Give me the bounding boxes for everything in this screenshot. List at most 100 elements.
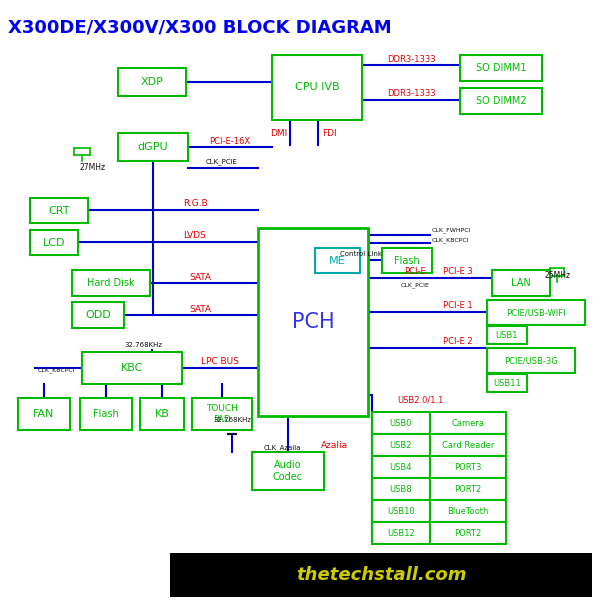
FancyBboxPatch shape [372, 456, 430, 478]
Text: ODD: ODD [85, 310, 111, 320]
FancyBboxPatch shape [372, 434, 430, 456]
FancyBboxPatch shape [252, 452, 324, 490]
Text: thetechstall.com: thetechstall.com [296, 566, 466, 584]
Text: SO DIMM1: SO DIMM1 [476, 63, 526, 73]
Text: PORT3: PORT3 [454, 463, 482, 472]
FancyBboxPatch shape [140, 398, 184, 430]
Text: Flash: Flash [93, 409, 119, 419]
Text: PORT2: PORT2 [454, 529, 482, 538]
Text: PCIE/USB-WIFI: PCIE/USB-WIFI [506, 308, 566, 317]
Text: LCD: LCD [43, 238, 65, 247]
FancyBboxPatch shape [430, 478, 506, 500]
Text: CLK_KBCPCI: CLK_KBCPCI [432, 237, 470, 243]
FancyBboxPatch shape [82, 352, 182, 384]
FancyBboxPatch shape [492, 270, 550, 296]
FancyBboxPatch shape [487, 348, 575, 373]
Text: PCH: PCH [292, 312, 334, 332]
Text: USB12: USB12 [387, 529, 415, 538]
FancyBboxPatch shape [118, 68, 186, 96]
Text: CRT: CRT [48, 205, 70, 215]
Text: Audio
Codec: Audio Codec [273, 460, 303, 482]
Text: CLK_Azalia: CLK_Azalia [263, 445, 301, 451]
Text: X300DE/X300V/X300 BLOCK DIAGRAM: X300DE/X300V/X300 BLOCK DIAGRAM [8, 19, 392, 37]
Text: CLK_PCIE: CLK_PCIE [401, 282, 430, 288]
FancyBboxPatch shape [430, 522, 506, 544]
Text: KB: KB [155, 409, 169, 419]
FancyBboxPatch shape [258, 228, 368, 416]
Text: Flash: Flash [394, 256, 420, 265]
Text: Azalia: Azalia [320, 440, 347, 449]
Text: ME: ME [329, 256, 346, 265]
FancyBboxPatch shape [72, 270, 150, 296]
FancyBboxPatch shape [487, 374, 527, 392]
Text: PCIE/USB-3G: PCIE/USB-3G [504, 356, 558, 365]
Text: DDR3-1333: DDR3-1333 [386, 89, 436, 98]
FancyBboxPatch shape [272, 55, 362, 120]
Text: PCI-E 3: PCI-E 3 [443, 268, 473, 277]
Text: LPC BUS: LPC BUS [201, 358, 239, 367]
FancyBboxPatch shape [72, 302, 124, 328]
Text: XDP: XDP [140, 77, 163, 87]
Text: dGPU: dGPU [137, 142, 169, 152]
Text: FAN: FAN [34, 409, 55, 419]
Text: DDR3-1333: DDR3-1333 [386, 55, 436, 64]
FancyBboxPatch shape [372, 500, 430, 522]
Text: BlueTooth: BlueTooth [448, 506, 488, 515]
FancyBboxPatch shape [430, 412, 506, 434]
Text: USB4: USB4 [390, 463, 412, 472]
FancyBboxPatch shape [430, 456, 506, 478]
Text: USB8: USB8 [389, 485, 412, 493]
Text: USB10: USB10 [387, 506, 415, 515]
Text: PCI-E 1: PCI-E 1 [443, 301, 473, 311]
Text: SATA: SATA [189, 304, 211, 313]
Text: Camera: Camera [452, 419, 485, 427]
Text: SO DIMM2: SO DIMM2 [476, 96, 526, 106]
FancyBboxPatch shape [372, 522, 430, 544]
Text: 32.768KHz: 32.768KHz [213, 417, 251, 423]
FancyBboxPatch shape [430, 434, 506, 456]
FancyBboxPatch shape [460, 55, 542, 81]
Text: CLK_PCIE: CLK_PCIE [206, 158, 238, 166]
Text: 32.768KHz: 32.768KHz [124, 342, 162, 348]
FancyBboxPatch shape [118, 133, 188, 161]
FancyBboxPatch shape [80, 398, 132, 430]
FancyBboxPatch shape [30, 230, 78, 255]
Text: Control Link: Control Link [340, 251, 382, 257]
Text: USB1: USB1 [496, 331, 518, 340]
Text: R.G.B: R.G.B [182, 199, 208, 208]
FancyBboxPatch shape [315, 248, 360, 273]
FancyBboxPatch shape [372, 412, 430, 434]
Text: PORT2: PORT2 [454, 485, 482, 493]
Text: 27MHz: 27MHz [80, 163, 106, 173]
Text: USB2: USB2 [390, 440, 412, 449]
Text: 25MHz: 25MHz [545, 271, 571, 280]
Text: LVDS: LVDS [184, 232, 206, 241]
Text: DMI: DMI [270, 128, 287, 137]
FancyBboxPatch shape [430, 500, 506, 522]
FancyBboxPatch shape [30, 198, 88, 223]
Text: TOUCH
PAD: TOUCH PAD [206, 404, 238, 424]
FancyBboxPatch shape [487, 300, 585, 325]
FancyBboxPatch shape [170, 553, 592, 597]
Text: USB11: USB11 [493, 379, 521, 388]
FancyBboxPatch shape [372, 478, 430, 500]
Text: FDI: FDI [322, 128, 337, 137]
Text: KBC: KBC [121, 363, 143, 373]
Text: CPU IVB: CPU IVB [295, 82, 340, 92]
Text: CLK_KBCPCI: CLK_KBCPCI [38, 367, 76, 373]
FancyBboxPatch shape [192, 398, 252, 430]
FancyBboxPatch shape [460, 88, 542, 114]
Text: Hard Disk: Hard Disk [87, 278, 135, 288]
FancyBboxPatch shape [382, 248, 432, 273]
Text: LAN: LAN [511, 278, 531, 288]
Text: PCI-E 2: PCI-E 2 [443, 337, 473, 346]
Text: SATA: SATA [189, 272, 211, 281]
FancyBboxPatch shape [487, 326, 527, 344]
Text: PCI-E-16X: PCI-E-16X [209, 136, 251, 145]
Text: Card Reader: Card Reader [442, 440, 494, 449]
Text: USB2.0/1.1: USB2.0/1.1 [397, 395, 443, 404]
Text: CLK_FWHPCI: CLK_FWHPCI [432, 227, 472, 233]
Text: PCI-E: PCI-E [404, 268, 426, 277]
FancyBboxPatch shape [18, 398, 70, 430]
Text: USB0: USB0 [390, 419, 412, 427]
